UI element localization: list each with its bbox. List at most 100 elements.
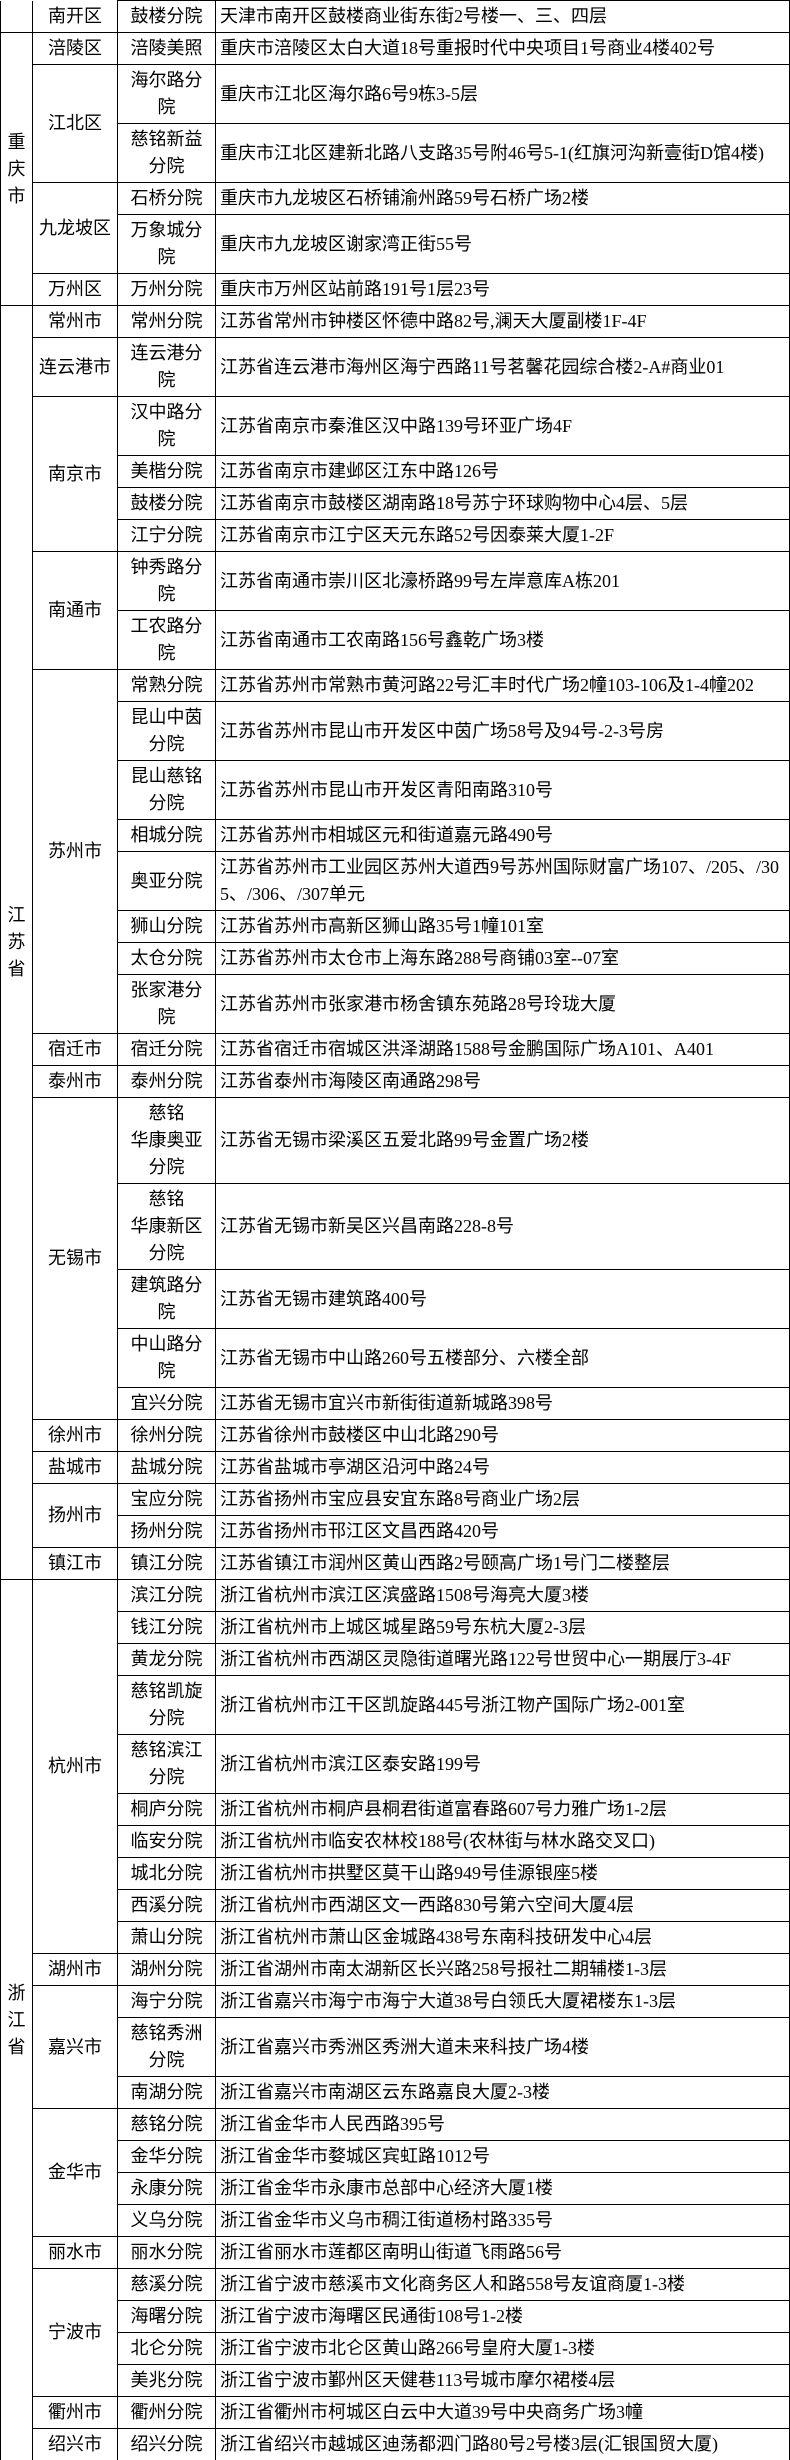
- district-cell: 苏州市: [33, 670, 118, 1034]
- table-row: 昆山慈铭分院 江苏省苏州市昆山市开发区青阳南路310号: [1, 761, 790, 820]
- branch-cell: 张家港分院: [118, 975, 216, 1034]
- branch-cell: 桐庐分院: [118, 1794, 216, 1826]
- table-row: 相城分院 江苏省苏州市相城区元和街道嘉元路490号: [1, 820, 790, 852]
- table-row: 美兆分院 浙江省宁波市鄞州区天健巷113号城市摩尔裙楼4层: [1, 2365, 790, 2397]
- district-cell: 涪陵区: [33, 33, 118, 65]
- branch-cell: 慈铭 华康奥亚分院: [118, 1098, 216, 1184]
- branch-cell: 扬州分院: [118, 1516, 216, 1548]
- table-row: 慈铭凯旋分院 浙江省杭州市江干区凯旋路445号浙江物产国际广场2-001室: [1, 1676, 790, 1735]
- address-cell: 江苏省宿迁市宿城区洪泽湖路1588号金鹏国际广场A101、A401: [216, 1034, 790, 1066]
- address-cell: 江苏省苏州市太仓市上海东路288号商铺03室--07室: [216, 943, 790, 975]
- table-row: 张家港分院 江苏省苏州市张家港市杨舍镇东苑路28号玲珑大厦: [1, 975, 790, 1034]
- address-cell: 江苏省南京市鼓楼区湖南路18号苏宁环球购物中心4层、5层: [216, 488, 790, 520]
- address-cell: 浙江省宁波市北仑区黄山路266号皇府大厦1-3楼: [216, 2333, 790, 2365]
- address-cell: 浙江省杭州市江干区凯旋路445号浙江物产国际广场2-001室: [216, 1676, 790, 1735]
- table-row: 奥亚分院 江苏省苏州市工业园区苏州大道西9号苏州国际财富广场107、/205、/…: [1, 852, 790, 911]
- address-cell: 浙江省湖州市南太湖新区长兴路258号报社二期辅楼1-3层: [216, 1954, 790, 1986]
- address-cell: 江苏省盐城市亭湖区沿河中路24号: [216, 1452, 790, 1484]
- address-cell: 江苏省扬州市宝应县安宜东路8号商业广场2层: [216, 1484, 790, 1516]
- address-cell: 江苏省镇江市润州区黄山西路2号颐高广场1号门二楼整层: [216, 1548, 790, 1580]
- table-row: 万象城分院 重庆市九龙坡区谢家湾正街55号: [1, 215, 790, 274]
- table-row: 盐城市 盐城分院 江苏省盐城市亭湖区沿河中路24号: [1, 1452, 790, 1484]
- branch-cell: 宝应分院: [118, 1484, 216, 1516]
- address-cell: 浙江省杭州市西湖区文一西路830号第六空间大厦4层: [216, 1890, 790, 1922]
- address-cell: 浙江省杭州市萧山区金城路438号东南科技研发中心4层: [216, 1922, 790, 1954]
- district-cell: 衢州市: [33, 2397, 118, 2429]
- district-cell: 江北区: [33, 65, 118, 183]
- table-row: 万州区 万州分院 重庆市万州区站前路191号1层23号: [1, 274, 790, 306]
- table-row: 泰州市 泰州分院 江苏省泰州市海陵区南通路298号: [1, 1066, 790, 1098]
- table-row: 美楷分院 江苏省南京市建邺区江东中路126号: [1, 456, 790, 488]
- address-cell: 江苏省泰州市海陵区南通路298号: [216, 1066, 790, 1098]
- address-cell: 重庆市江北区建新北路八支路35号附46号5-1(红旗河沟新壹街D馆4楼): [216, 124, 790, 183]
- branch-cell: 萧山分院: [118, 1922, 216, 1954]
- table-row: 南通市 钟秀路分院 江苏省南通市崇川区北濠桥路99号左岸意库A栋201: [1, 552, 790, 611]
- branch-cell: 泰州分院: [118, 1066, 216, 1098]
- address-cell: 浙江省杭州市西湖区灵隐街道曙光路122号世贸中心一期展厅3-4F: [216, 1644, 790, 1676]
- address-cell: 江苏省无锡市建筑路400号: [216, 1270, 790, 1329]
- address-cell: 江苏省南京市江宁区天元东路52号因泰莱大厦1-2F: [216, 520, 790, 552]
- province-cell: [1, 1, 33, 33]
- table-row: 永康分院 浙江省金华市永康市总部中心经济大厦1楼: [1, 2173, 790, 2205]
- branch-cell: 临安分院: [118, 1826, 216, 1858]
- address-cell: 重庆市涪陵区太白大道18号重报时代中央项目1号商业4楼402号: [216, 33, 790, 65]
- table-row: 慈铭新益分院 重庆市江北区建新北路八支路35号附46号5-1(红旗河沟新壹街D馆…: [1, 124, 790, 183]
- branch-cell: 南湖分院: [118, 2077, 216, 2109]
- address-cell: 江苏省连云港市海州区海宁西路11号茗馨花园综合楼2-A#商业01: [216, 338, 790, 397]
- address-cell: 浙江省嘉兴市秀洲区秀洲大道未来科技广场4楼: [216, 2018, 790, 2077]
- province-cell: 江苏省: [1, 306, 33, 1580]
- branch-cell: 北仑分院: [118, 2333, 216, 2365]
- table-row: 桐庐分院 浙江省杭州市桐庐县桐君街道富春路607号力雅广场1-2层: [1, 1794, 790, 1826]
- branch-cell: 海曙分院: [118, 2301, 216, 2333]
- address-cell: 浙江省金华市义乌市稠江街道杨村路335号: [216, 2205, 790, 2237]
- branch-cell: 慈溪分院: [118, 2269, 216, 2301]
- table-row: 昆山中茵分院 江苏省苏州市昆山市开发区中茵广场58号及94号-2-3号房: [1, 702, 790, 761]
- table-row: 苏州市 常熟分院 江苏省苏州市常熟市黄河路22号汇丰时代广场2幢103-106及…: [1, 670, 790, 702]
- table-row: 工农路分院 江苏省南通市工农南路156号鑫乾广场3楼: [1, 611, 790, 670]
- address-cell: 浙江省宁波市慈溪市文化商务区人和路558号友谊商厦1-3楼: [216, 2269, 790, 2301]
- district-cell: 泰州市: [33, 1066, 118, 1098]
- branch-cell: 美兆分院: [118, 2365, 216, 2397]
- table-row: 湖州市 湖州分院 浙江省湖州市南太湖新区长兴路258号报社二期辅楼1-3层: [1, 1954, 790, 1986]
- table-row: 宁波市 慈溪分院 浙江省宁波市慈溪市文化商务区人和路558号友谊商厦1-3楼: [1, 2269, 790, 2301]
- table-row: 义乌分院 浙江省金华市义乌市稠江街道杨村路335号: [1, 2205, 790, 2237]
- branch-cell: 慈铭秀洲分院: [118, 2018, 216, 2077]
- table-row: 太仓分院 江苏省苏州市太仓市上海东路288号商铺03室--07室: [1, 943, 790, 975]
- branch-cell: 江宁分院: [118, 520, 216, 552]
- district-cell: 徐州市: [33, 1420, 118, 1452]
- table-row: 北仑分院 浙江省宁波市北仑区黄山路266号皇府大厦1-3楼: [1, 2333, 790, 2365]
- branch-cell: 滨江分院: [118, 1580, 216, 1612]
- branch-cell: 城北分院: [118, 1858, 216, 1890]
- branch-cell: 鼓楼分院: [118, 488, 216, 520]
- branch-cell: 相城分院: [118, 820, 216, 852]
- branch-cell: 黄龙分院: [118, 1644, 216, 1676]
- address-cell: 浙江省杭州市桐庐县桐君街道富春路607号力雅广场1-2层: [216, 1794, 790, 1826]
- branch-location-table: 南开区 鼓楼分院 天津市南开区鼓楼商业街东街2号楼一、三、四层 重庆市 涪陵区 …: [0, 0, 790, 2460]
- branch-cell: 奥亚分院: [118, 852, 216, 911]
- district-cell: 南开区: [33, 1, 118, 33]
- branch-cell: 昆山中茵分院: [118, 702, 216, 761]
- branch-cell: 中山路分院: [118, 1329, 216, 1388]
- table-row: 狮山分院 江苏省苏州市高新区狮山路35号1幢101室: [1, 911, 790, 943]
- address-cell: 江苏省无锡市宜兴市新街街道新城路398号: [216, 1388, 790, 1420]
- address-cell: 重庆市江北区海尔路6号9栋3-5层: [216, 65, 790, 124]
- table-row: 丽水市 丽水分院 浙江省丽水市莲都区南明山街道飞雨路56号: [1, 2237, 790, 2269]
- table-row: 萧山分院 浙江省杭州市萧山区金城路438号东南科技研发中心4层: [1, 1922, 790, 1954]
- address-cell: 江苏省苏州市张家港市杨舍镇东苑路28号玲珑大厦: [216, 975, 790, 1034]
- branch-cell: 慈铭滨江分院: [118, 1735, 216, 1794]
- district-cell: 金华市: [33, 2109, 118, 2237]
- district-cell: 万州区: [33, 274, 118, 306]
- branch-cell: 钟秀路分院: [118, 552, 216, 611]
- address-cell: 浙江省杭州市拱墅区莫干山路949号佳源银座5楼: [216, 1858, 790, 1890]
- branch-cell: 昆山慈铭分院: [118, 761, 216, 820]
- branch-cell: 建筑路分院: [118, 1270, 216, 1329]
- branch-cell: 太仓分院: [118, 943, 216, 975]
- district-cell: 九龙坡区: [33, 183, 118, 274]
- address-cell: 江苏省苏州市高新区狮山路35号1幢101室: [216, 911, 790, 943]
- district-cell: 连云港市: [33, 338, 118, 397]
- address-cell: 江苏省无锡市梁溪区五爱北路99号金置广场2楼: [216, 1098, 790, 1184]
- address-cell: 浙江省宁波市海曙区民通街108号1-2楼: [216, 2301, 790, 2333]
- branch-cell: 慈铭凯旋分院: [118, 1676, 216, 1735]
- branch-cell: 慈铭分院: [118, 2109, 216, 2141]
- province-cell: 浙江省: [1, 1580, 33, 2460]
